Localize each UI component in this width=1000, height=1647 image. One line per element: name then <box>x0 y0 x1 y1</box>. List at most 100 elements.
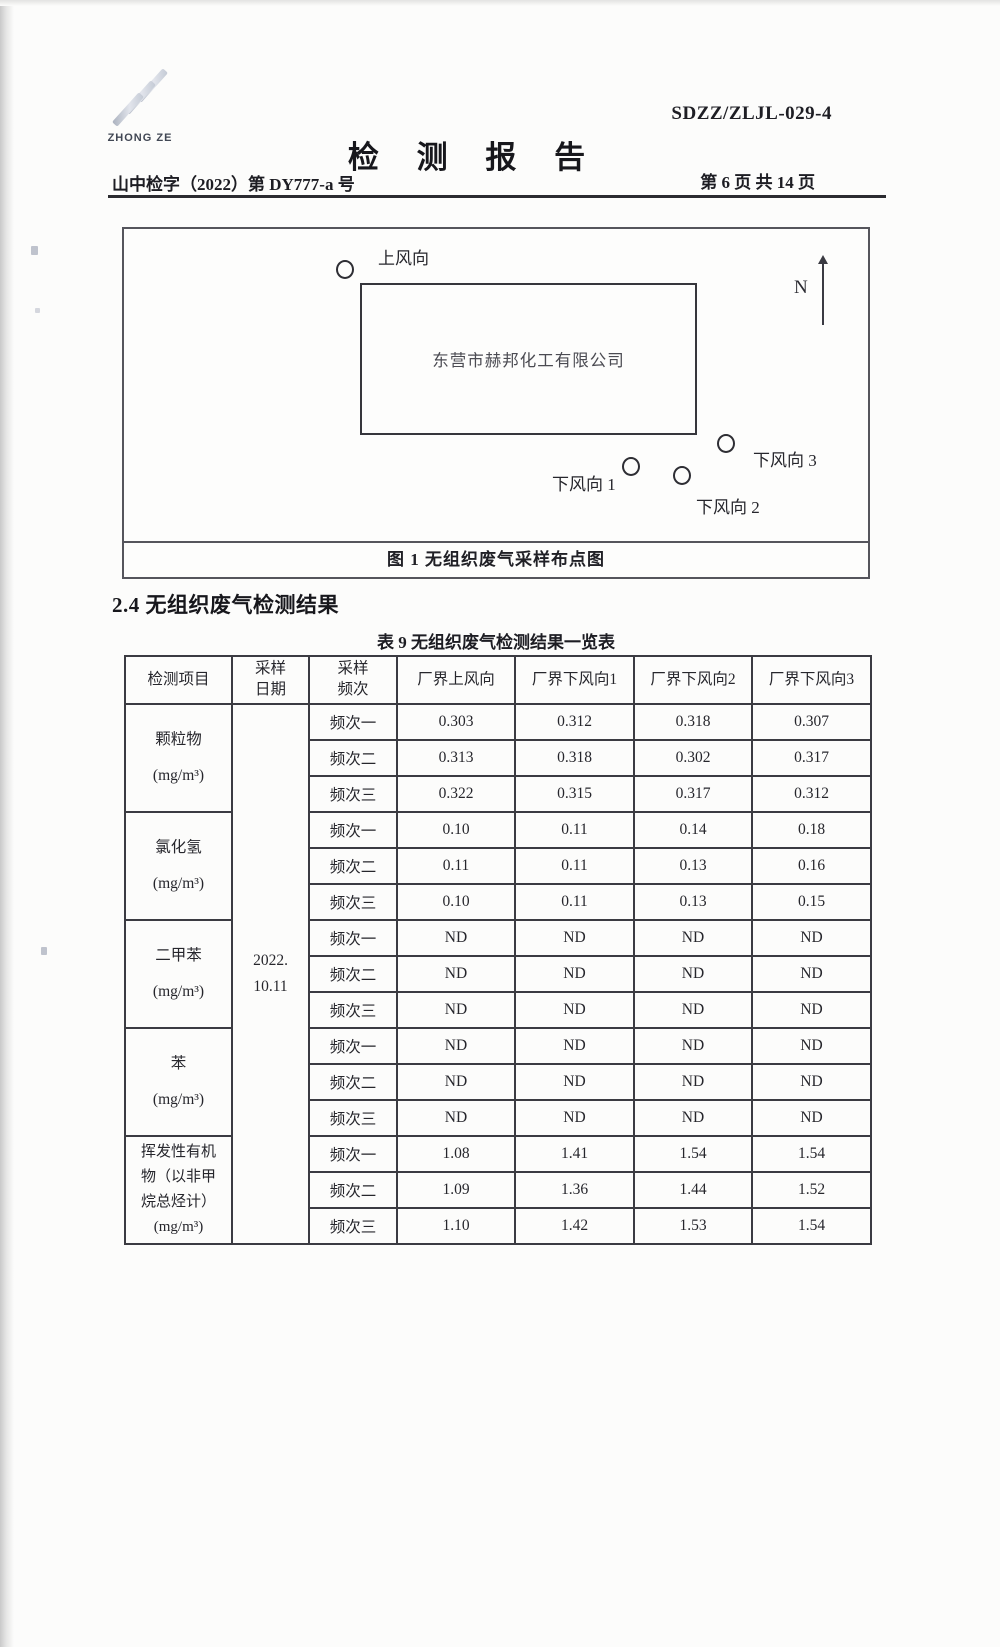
frequency-cell: 频次一 <box>308 811 398 849</box>
scan-artifact <box>35 308 40 313</box>
report-reference-number: 山中检字（2022）第 DY777-a 号 <box>112 175 355 194</box>
company-logo: ZHONG ZE <box>100 68 180 144</box>
value-cell: 1.53 <box>633 1207 753 1245</box>
test-item-cell: 挥发性有机 物（以非甲 烷总烃计） (mg/m³) <box>124 1135 233 1245</box>
frequency-cell: 频次二 <box>308 739 398 777</box>
value-cell: ND <box>633 1027 753 1065</box>
value-cell: 0.13 <box>633 883 753 921</box>
value-cell: 1.44 <box>633 1171 753 1209</box>
frequency-cell: 频次一 <box>308 703 398 741</box>
figure-caption: 图 1 无组织废气采样布点图 <box>124 541 868 577</box>
results-table: 检测项目 采样 日期 采样 频次 厂界上风向 厂界下风向1 厂界下风向2 厂界下… <box>124 655 872 1245</box>
value-cell: ND <box>633 955 753 993</box>
value-cell: 0.317 <box>633 775 753 813</box>
value-cell: 0.303 <box>396 703 516 741</box>
value-cell: ND <box>751 1063 872 1101</box>
frequency-cell: 频次三 <box>308 1099 398 1137</box>
table-row: 氯化氢 (mg/m³) 频次一 0.10 0.11 0.14 0.18 <box>124 811 872 921</box>
value-cell: ND <box>751 955 872 993</box>
section-heading: 2.4 无组织废气检测结果 <box>112 593 339 617</box>
table-row: 频次三 ND ND ND ND <box>125 991 872 1029</box>
value-cell: 1.54 <box>751 1135 872 1173</box>
frequency-cell: 频次二 <box>308 1063 398 1101</box>
header-downwind1: 厂界下风向1 <box>514 655 635 705</box>
header-sample-frequency: 采样 频次 <box>308 655 398 705</box>
value-cell: 0.10 <box>396 883 516 921</box>
value-cell: ND <box>751 919 872 957</box>
value-cell: ND <box>751 1099 872 1137</box>
logo-text: ZHONG ZE <box>107 132 173 144</box>
frequency-cell: 频次二 <box>308 1171 398 1209</box>
scan-edge-top <box>0 0 1000 6</box>
downwind1-marker-circle <box>622 457 640 476</box>
north-arrow-head-icon <box>818 255 828 264</box>
table-header-row: 检测项目 采样 日期 采样 频次 厂界上风向 厂界下风向1 厂界下风向2 厂界下… <box>124 655 872 705</box>
value-cell: 0.322 <box>396 775 516 813</box>
downwind2-marker-circle <box>673 466 691 485</box>
table-row: 频次二 0.313 0.318 0.302 0.317 <box>125 739 872 777</box>
scan-artifact <box>31 246 38 255</box>
upwind-label: 上风向 <box>378 249 429 268</box>
table-title: 表 9 无组织废气检测结果一览表 <box>377 633 615 652</box>
value-cell: 0.312 <box>751 775 872 813</box>
value-cell: 0.312 <box>514 703 635 741</box>
frequency-cell: 频次一 <box>308 1135 398 1173</box>
header-item: 检测项目 <box>124 655 233 705</box>
header-sample-date: 采样 日期 <box>231 655 310 705</box>
table-row: 频次二 1.09 1.36 1.44 1.52 <box>125 1171 872 1209</box>
value-cell: ND <box>633 1099 753 1137</box>
factory-name: 东营市赫邦化工有限公司 <box>432 351 625 370</box>
factory-boundary-rect: 东营市赫邦化工有限公司 <box>360 283 697 435</box>
table-row: 频次三 1.10 1.42 1.53 1.54 <box>125 1207 872 1245</box>
value-cell: ND <box>396 1027 516 1065</box>
frequency-cell: 频次三 <box>308 883 398 921</box>
value-cell: ND <box>396 991 516 1029</box>
frequency-cell: 频次二 <box>308 955 398 993</box>
value-cell: ND <box>514 1063 635 1101</box>
page-number-label: 第 6 页 共 14 页 <box>700 173 815 192</box>
frequency-cell: 频次二 <box>308 847 398 885</box>
sampling-figure: 上风向 东营市赫邦化工有限公司 N 下风向 1 下风向 2 下风向 3 图 1 … <box>122 227 870 579</box>
test-item-cell: 二甲苯 (mg/m³) <box>124 919 233 1029</box>
scan-edge <box>0 0 14 1647</box>
frequency-cell: 频次三 <box>308 775 398 813</box>
table-row: 频次二 ND ND ND ND <box>125 1063 872 1101</box>
value-cell: ND <box>396 955 516 993</box>
report-title: 检 测 报 告 <box>347 140 593 175</box>
value-cell: 1.52 <box>751 1171 872 1209</box>
value-cell: 1.36 <box>514 1171 635 1209</box>
value-cell: ND <box>514 1099 635 1137</box>
value-cell: 1.41 <box>514 1135 635 1173</box>
value-cell: 1.09 <box>396 1171 516 1209</box>
value-cell: ND <box>751 1027 872 1065</box>
value-cell: 0.315 <box>514 775 635 813</box>
header-downwind3: 厂界下风向3 <box>751 655 872 705</box>
value-cell: 0.14 <box>633 811 753 849</box>
downwind2-label: 下风向 2 <box>696 498 760 517</box>
value-cell: ND <box>633 991 753 1029</box>
north-arrow-line <box>822 263 824 325</box>
value-cell: 0.313 <box>396 739 516 777</box>
north-arrow: N <box>788 253 848 333</box>
frequency-cell: 频次一 <box>308 919 398 957</box>
frequency-cell: 频次三 <box>308 991 398 1029</box>
test-item-cell: 氯化氢 (mg/m³) <box>124 811 233 921</box>
downwind3-marker-circle <box>717 434 735 453</box>
value-cell: ND <box>396 919 516 957</box>
value-cell: ND <box>514 919 635 957</box>
table-row: 频次二 0.11 0.11 0.13 0.16 <box>125 847 872 885</box>
value-cell: 0.318 <box>633 703 753 741</box>
table-row: 频次二 ND ND ND ND <box>125 955 872 993</box>
value-cell: 0.11 <box>514 847 635 885</box>
value-cell: 0.318 <box>514 739 635 777</box>
value-cell: 0.11 <box>514 811 635 849</box>
sample-date-cell: 2022. 10.11 <box>231 703 310 1245</box>
value-cell: 0.302 <box>633 739 753 777</box>
downwind3-label: 下风向 3 <box>753 451 817 470</box>
value-cell: ND <box>396 1099 516 1137</box>
value-cell: 1.42 <box>514 1207 635 1245</box>
table-row: 频次三 ND ND ND ND <box>125 1099 872 1137</box>
test-item-cell: 颗粒物 (mg/m³) <box>124 703 233 813</box>
table-row: 挥发性有机 物（以非甲 烷总烃计） (mg/m³) 频次一 1.08 1.41 1.54… <box>124 1135 872 1245</box>
north-label: N <box>794 277 808 298</box>
